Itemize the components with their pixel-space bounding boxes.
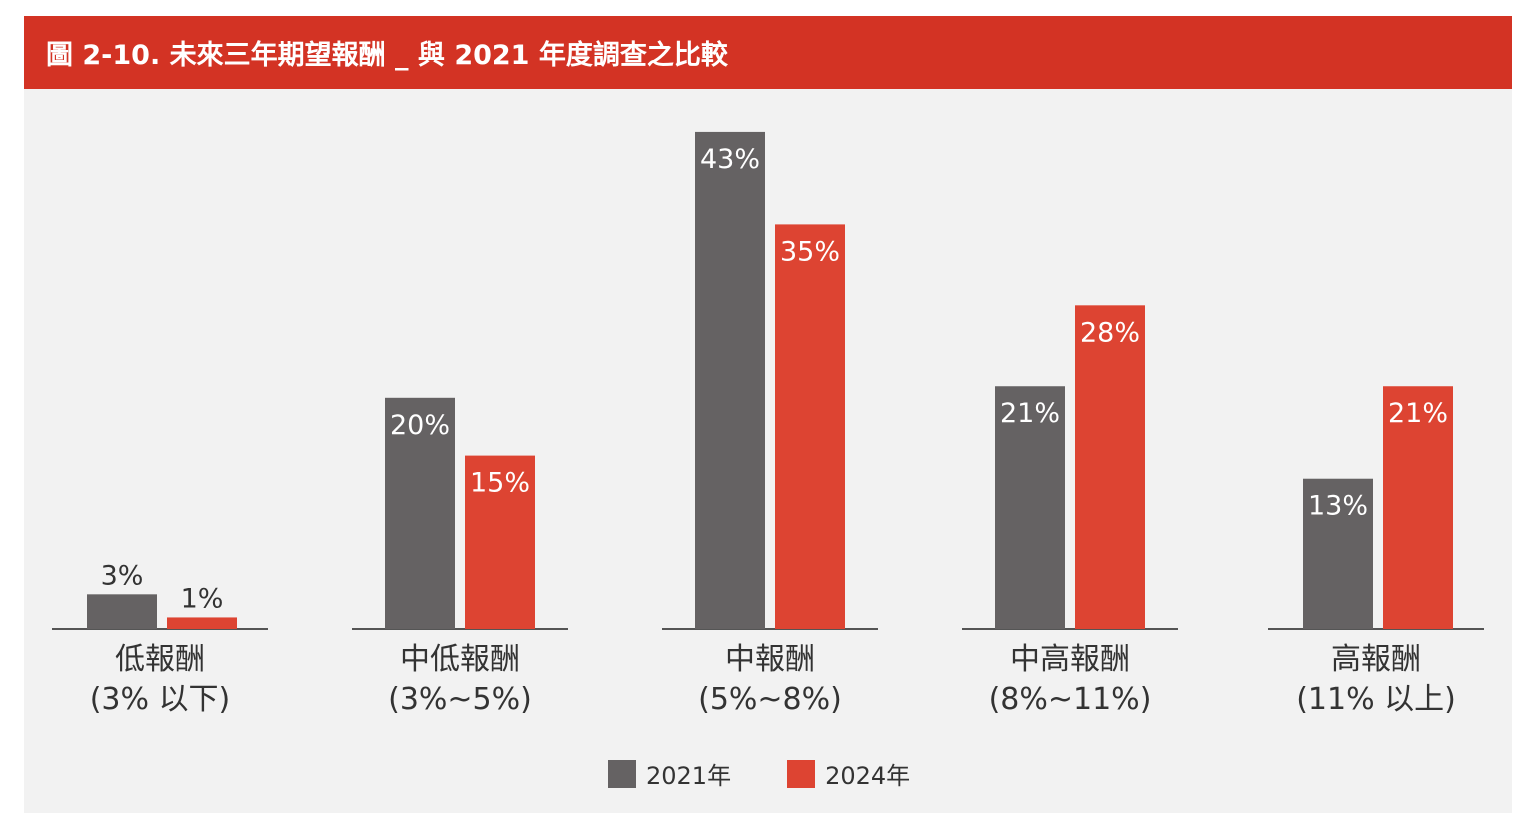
bar-2024年 [1383, 386, 1453, 629]
category-range-label: (3%~5%) [388, 682, 532, 717]
legend-label-2021: 2021年 [646, 762, 732, 790]
category-label: 低報酬 [115, 642, 205, 677]
data-label: 20% [390, 410, 450, 441]
bar-2024年 [1075, 305, 1145, 629]
legend-swatch-2024 [787, 759, 816, 788]
chart-title: 圖 2-10. 未來三年期望報酬 _ 與 2021 年度調查之比較 [46, 40, 728, 71]
category-range-label: (8%~11%) [988, 682, 1152, 717]
legend-label-2024: 2024年 [825, 762, 911, 790]
category-range-label: (5%~8%) [698, 682, 842, 717]
bar-2021年 [87, 594, 157, 629]
data-label: 43% [700, 144, 760, 175]
data-label: 15% [470, 468, 530, 499]
category-label: 中報酬 [725, 642, 815, 677]
bar-2024年 [465, 455, 535, 629]
data-label: 3% [101, 560, 144, 591]
bar-2021年 [995, 386, 1065, 629]
legend-swatch-2021 [608, 759, 636, 788]
category-label: 高報酬 [1331, 642, 1421, 677]
legend: 2021年 2024年 [608, 756, 966, 791]
bar-2021年 [1303, 478, 1373, 629]
data-label: 21% [1000, 398, 1060, 429]
bar-2021年 [695, 131, 765, 630]
legend-item-2021: 2021年 [608, 756, 731, 791]
chart-title-bar: 圖 2-10. 未來三年期望報酬 _ 與 2021 年度調查之比較 [24, 16, 1512, 89]
category-label: 中高報酬 [1010, 642, 1130, 677]
category-label: 中低報酬 [400, 642, 520, 677]
bar-2021年 [385, 397, 455, 629]
bar-2024年 [775, 224, 845, 629]
bar-2024年 [167, 617, 237, 629]
legend-item-2024: 2024年 [787, 756, 910, 791]
data-label: 1% [181, 583, 224, 614]
chart-panel [24, 89, 1512, 813]
category-range-label: (11% 以上) [1296, 682, 1456, 717]
category-range-label: (3% 以下) [89, 682, 231, 717]
data-label: 21% [1388, 398, 1448, 429]
data-label: 28% [1080, 317, 1140, 348]
data-label: 35% [780, 236, 840, 267]
data-label: 13% [1308, 491, 1368, 522]
